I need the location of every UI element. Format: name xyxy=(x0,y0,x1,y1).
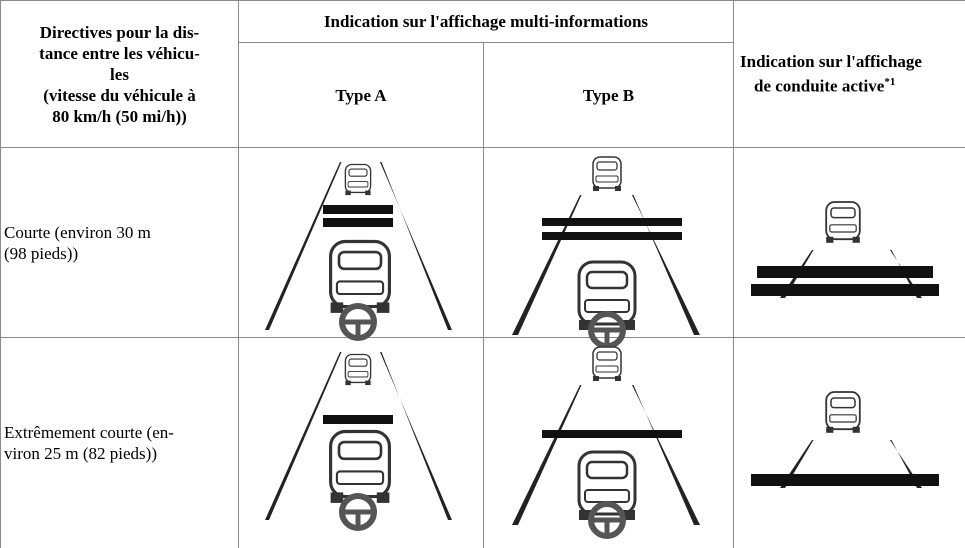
header-active-line: Indication sur l'affichage xyxy=(740,52,922,72)
shape xyxy=(347,181,369,188)
distance-bar xyxy=(751,284,939,296)
shape xyxy=(826,426,834,433)
shape xyxy=(345,380,351,386)
row-distance: Extrêmement courte (en-viron 25 m (82 pi… xyxy=(1,338,238,548)
road-line xyxy=(380,162,452,330)
shape xyxy=(365,190,371,196)
car-icon xyxy=(329,429,391,503)
shape xyxy=(330,492,344,503)
shape xyxy=(596,161,618,171)
shape xyxy=(593,186,599,191)
shape xyxy=(595,175,619,183)
shape xyxy=(335,470,385,486)
text-line: Extrêmement courte (en- xyxy=(4,423,174,442)
road-line xyxy=(265,162,342,330)
text-line: tance entre les véhicu- xyxy=(39,43,200,63)
shape xyxy=(852,426,860,433)
shape xyxy=(345,190,351,196)
distance-bar xyxy=(751,474,939,486)
shape xyxy=(365,380,371,386)
text-line: (98 pieds)) xyxy=(4,243,79,263)
row-distance: Courte (environ 30 m (98 pieds)) xyxy=(1,148,238,337)
header-active-line: de conduite active*1 xyxy=(740,72,895,97)
header-active-display: Indication sur l'affichage de conduite a… xyxy=(734,1,965,147)
shape xyxy=(596,351,618,361)
shape xyxy=(585,460,629,480)
distance-bar xyxy=(542,430,682,438)
road-line xyxy=(512,195,582,335)
text-line: Courte (environ 30 m xyxy=(4,222,151,242)
header-distance: Directives pour la dis-tance entre les v… xyxy=(1,1,238,147)
shape xyxy=(829,414,857,423)
shape xyxy=(376,302,390,313)
shape xyxy=(348,358,368,367)
car-icon xyxy=(344,163,372,196)
shape xyxy=(830,207,856,219)
distance-bar xyxy=(323,415,393,424)
distance-bar xyxy=(323,205,393,214)
road-line xyxy=(380,352,452,520)
shape xyxy=(579,510,591,520)
car-icon xyxy=(329,239,391,313)
distance-bar xyxy=(757,266,933,278)
text-line: viron 25 m (82 pieds)) xyxy=(4,444,157,463)
shape xyxy=(348,168,368,177)
shape xyxy=(376,492,390,503)
shape xyxy=(337,250,383,271)
shape xyxy=(584,299,630,313)
distance-bar xyxy=(323,218,393,227)
text-line: Directives pour la dis- xyxy=(39,22,200,42)
car-icon xyxy=(592,346,622,381)
shape xyxy=(830,397,856,409)
header-group: Indication sur l'affichage multi-informa… xyxy=(239,1,733,42)
header-type-a-text: Type A xyxy=(335,85,387,105)
car-icon xyxy=(344,353,372,386)
car-icon xyxy=(592,156,622,191)
text-line: 80 km/h (50 mi/h)) xyxy=(52,106,187,126)
header-active-line-text: de conduite active xyxy=(754,76,885,96)
header-type-b: Type B xyxy=(484,43,733,147)
car-icon xyxy=(825,201,861,243)
road-line xyxy=(632,195,700,335)
shape xyxy=(593,376,599,381)
shape xyxy=(585,270,629,290)
shape xyxy=(595,365,619,373)
header-type-b-text: Type B xyxy=(582,85,635,105)
shape xyxy=(579,320,591,330)
shape xyxy=(623,320,635,330)
header-type-a: Type A xyxy=(239,43,483,147)
road-line xyxy=(265,352,342,520)
car-icon xyxy=(825,391,861,433)
shape xyxy=(615,376,621,381)
distance-bar xyxy=(542,218,682,226)
road-line xyxy=(632,385,700,525)
shape xyxy=(335,280,385,296)
shape xyxy=(852,236,860,243)
text-line: les xyxy=(110,64,129,84)
footnote-mark: *1 xyxy=(884,76,896,89)
shape xyxy=(584,489,630,503)
shape xyxy=(829,224,857,233)
shape xyxy=(623,510,635,520)
road-line xyxy=(512,385,582,525)
shape xyxy=(826,236,834,243)
car-icon xyxy=(577,260,637,330)
text-line: (vitesse du véhicule à xyxy=(43,85,196,105)
shape xyxy=(347,371,369,378)
car-icon xyxy=(577,450,637,520)
shape xyxy=(337,440,383,461)
distance-bar xyxy=(542,232,682,240)
shape xyxy=(330,302,344,313)
shape xyxy=(615,186,621,191)
header-group-text: Indication sur l'affichage multi-informa… xyxy=(323,12,649,31)
